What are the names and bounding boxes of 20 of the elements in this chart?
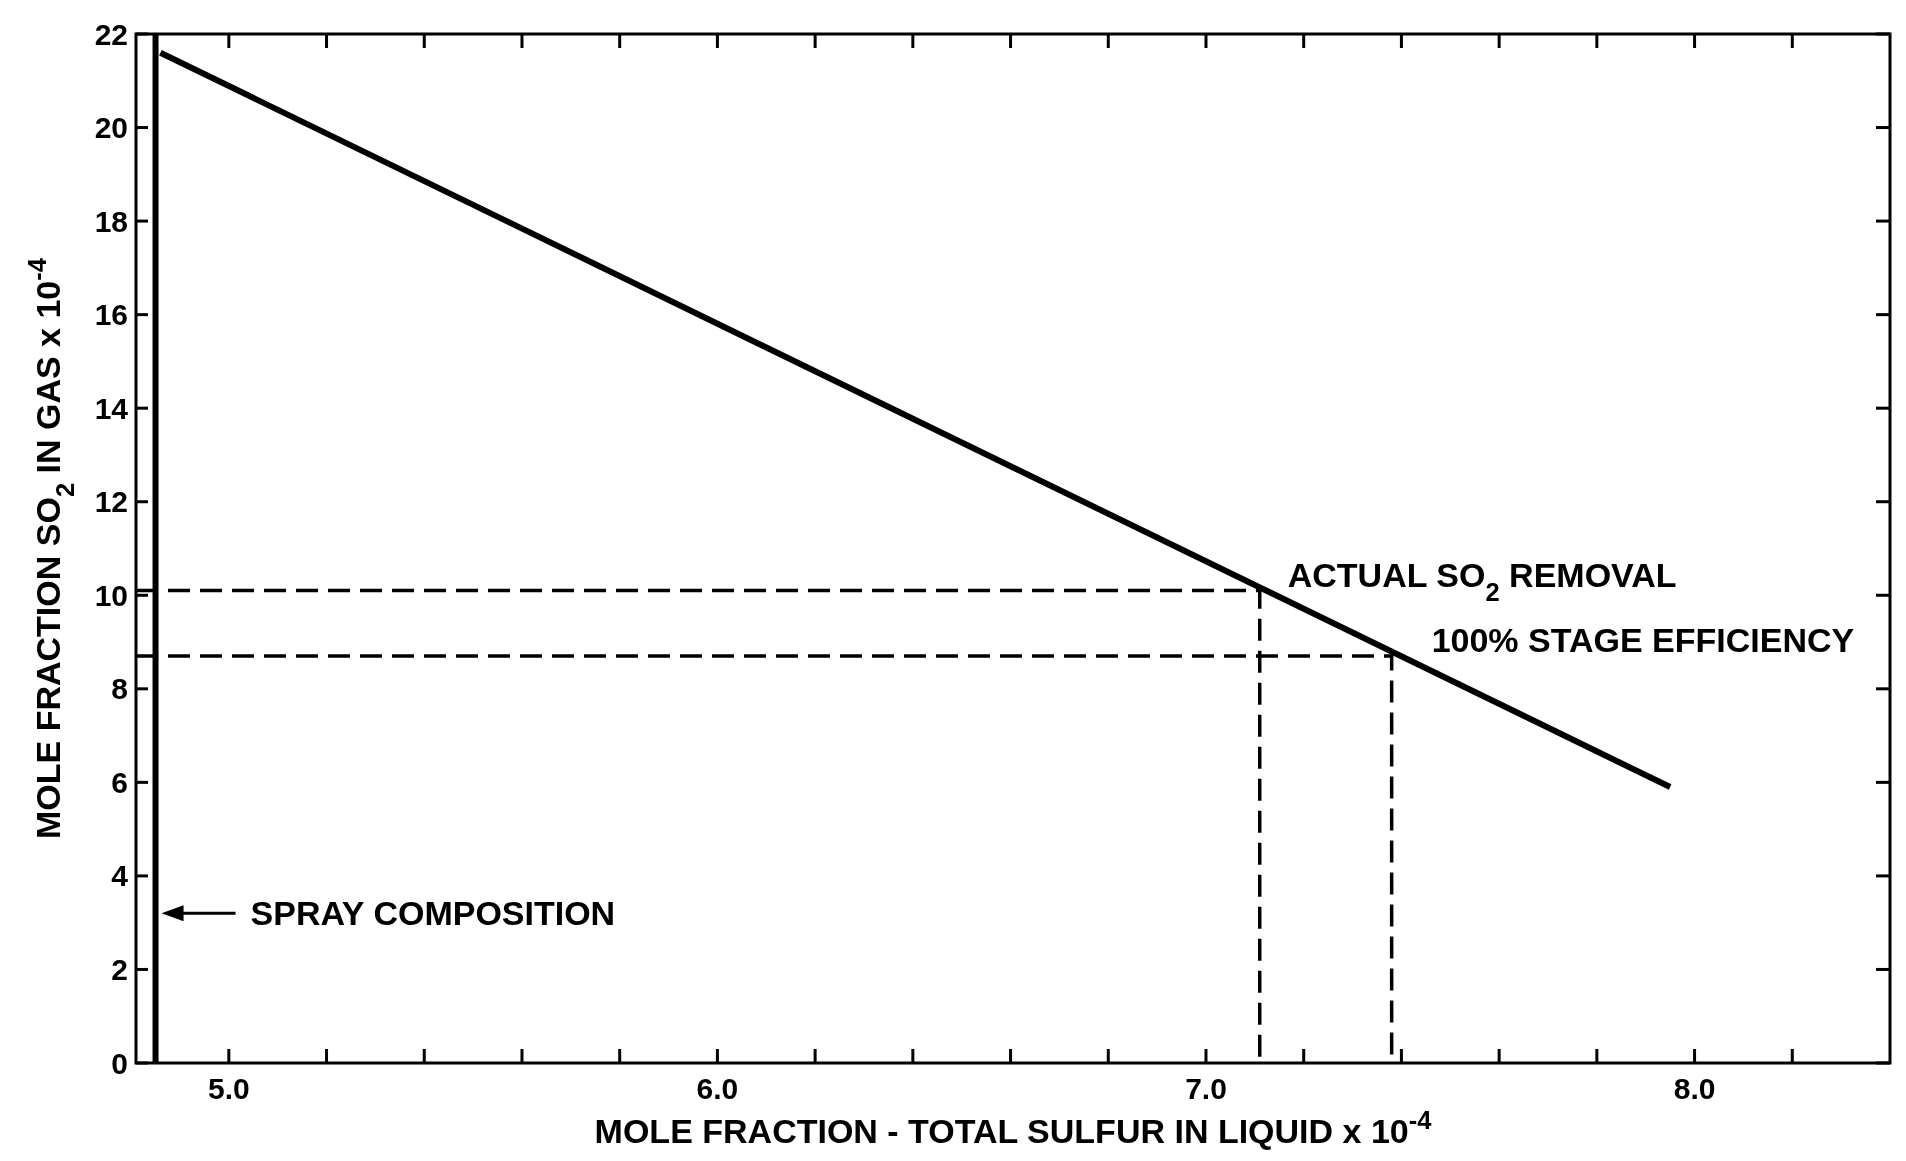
y-tick-label: 22 — [94, 17, 128, 51]
y-tick-label: 10 — [94, 578, 128, 612]
annotation: 100% STAGE EFFICIENCY — [1431, 621, 1855, 660]
annotation: ACTUAL SO$_{2}$ REMOVAL — [1287, 555, 1677, 606]
y-tick-label: 20 — [94, 111, 128, 145]
y-tick-label: 4 — [111, 859, 129, 893]
y-tick-label: 2 — [111, 952, 128, 986]
x-tick-label: 5.0 — [207, 1072, 250, 1105]
y-tick-label: 16 — [94, 298, 128, 332]
y-tick-label: 14 — [94, 391, 129, 425]
annotation: SPRAY COMPOSITION — [250, 894, 616, 933]
y-tick-label: 0 — [111, 1046, 128, 1080]
x-tick-label: 6.0 — [696, 1072, 739, 1105]
y-tick-label: 18 — [94, 204, 128, 238]
y-tick-label: 12 — [94, 485, 128, 519]
y-tick-label: 6 — [111, 765, 128, 799]
y-tick-label: 8 — [111, 672, 128, 706]
x-tick-label: 8.0 — [1673, 1072, 1716, 1105]
x-tick-label: 7.0 — [1185, 1072, 1227, 1105]
x-axis-title: MOLE FRACTION - TOTAL SULFUR IN LIQUID x 10$^{-4}$ — [594, 1106, 1433, 1150]
